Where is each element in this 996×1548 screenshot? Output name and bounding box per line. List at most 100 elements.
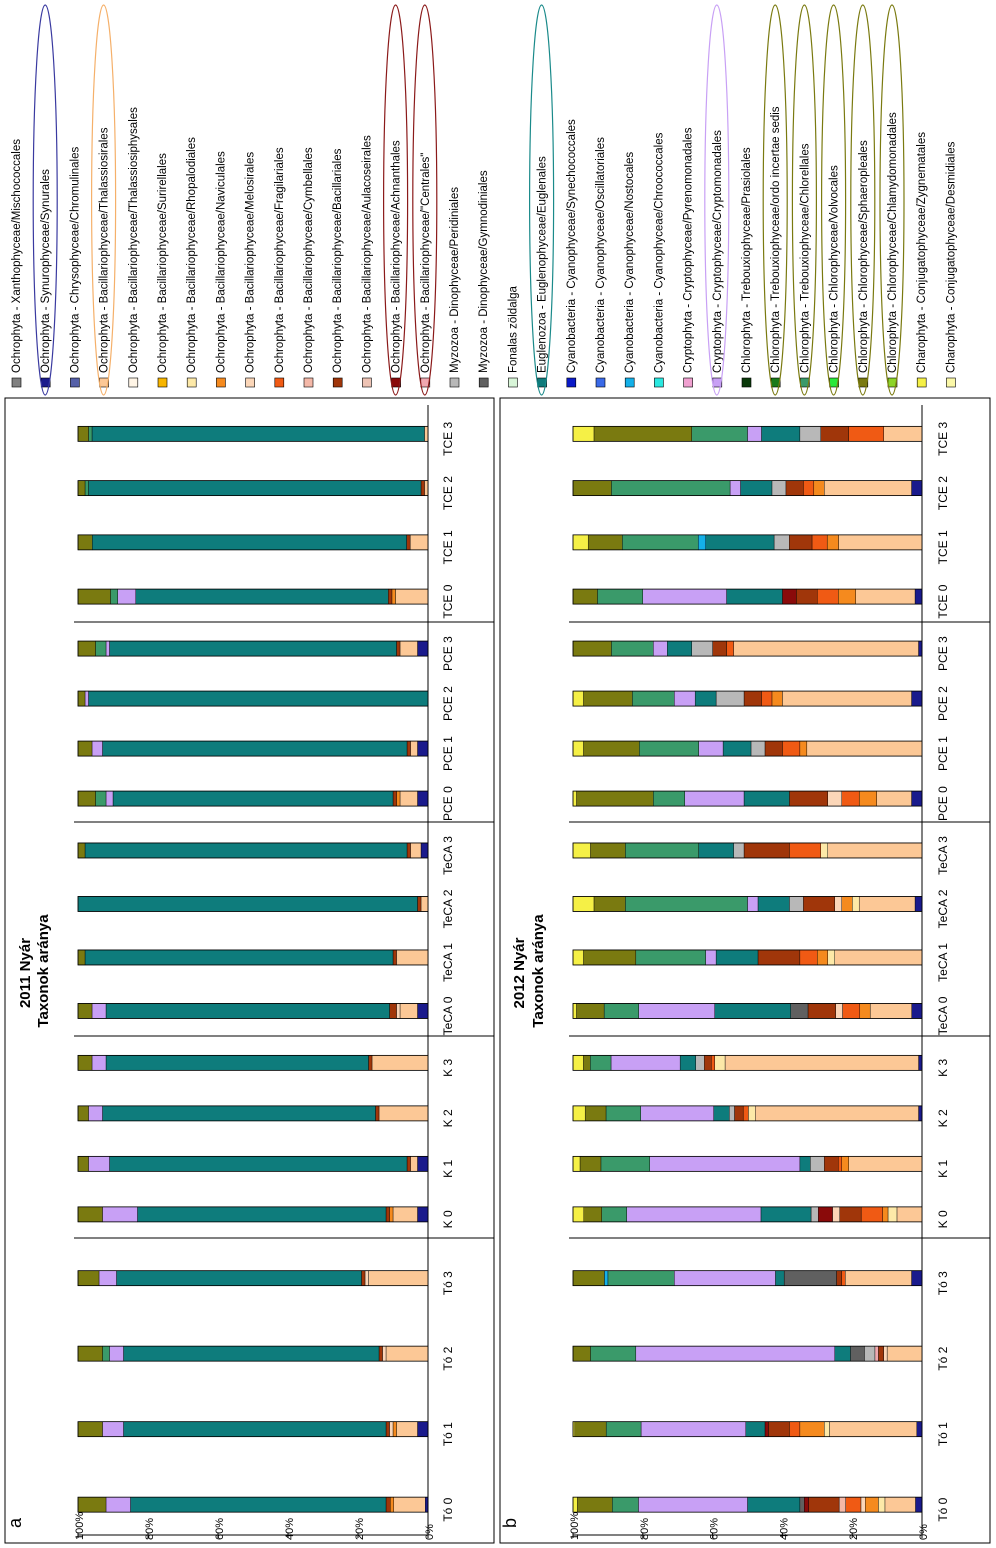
bar-segment-cryptomonadales — [105, 790, 114, 807]
bar-outline — [77, 949, 429, 966]
legend-label: Cryptophyta - Cryptophyceae/Pyrenomonada… — [683, 127, 695, 373]
bar-segment-euglenales — [102, 740, 408, 757]
bar-segment-synurales — [417, 740, 429, 757]
bar-segment-bacillariales — [406, 740, 411, 757]
panel-label: b — [500, 1518, 520, 1528]
legend-label: Ochrophyta - Chrysophyceae/Chromulinales — [69, 146, 81, 373]
bar-segment-thalassiosirales — [378, 1105, 429, 1122]
bar-segment-melosirales — [883, 1345, 888, 1362]
legend-item: Charophyta - Conjugatophyceae/Zygnematal… — [916, 132, 928, 388]
bar-segment-sphaeropleales — [77, 640, 96, 657]
bar-segment-euglenales — [84, 842, 408, 859]
legend-swatch — [274, 377, 285, 388]
x-tick-label: K 1 — [936, 1160, 950, 1178]
legend-label: Chlorophyta - Chlorophyceae/Volvocales — [829, 165, 841, 373]
x-tick-label: K 0 — [936, 1210, 950, 1228]
y-tick-label: 20% — [354, 1518, 366, 1540]
bar-segment-zygnematales — [572, 1156, 581, 1172]
bar-segment-chlorellales — [601, 1206, 627, 1223]
bar-segment-bacillariales — [808, 1496, 840, 1513]
bar-segment-sphaeropleales — [77, 480, 86, 496]
bar-segment-chlorellales — [625, 842, 699, 859]
bar-segment-fragilariales — [838, 1156, 842, 1172]
bar-outline — [572, 1345, 923, 1362]
bar-outline — [77, 1270, 429, 1287]
bar-segment-thalassiosirales — [395, 588, 429, 605]
bar-segment-thalassiosirales — [848, 1156, 923, 1172]
bar-segment-sphaeropleales — [77, 426, 89, 442]
bar-segment-euglenales — [123, 1421, 387, 1437]
bar-outline — [572, 534, 923, 551]
bar-segment-cryptomonadales — [626, 1206, 762, 1223]
bar-segment-synurales — [417, 790, 429, 807]
bar-segment-bacillariales — [839, 1206, 862, 1223]
bar-segment-thalassiosirales — [420, 896, 429, 912]
bar-segment-zygnematales — [572, 949, 584, 966]
legend-highlight-ellipse — [90, 4, 117, 396]
bar-TCE-0 — [572, 588, 923, 605]
bar-K-3 — [77, 1054, 429, 1071]
bar-segment-bacillariales — [392, 949, 397, 966]
y-axis-title: Taxonok aránya — [35, 914, 52, 1028]
bar-segment-naviculales — [817, 949, 828, 966]
bar-segment-cryptomonadales — [653, 640, 668, 657]
bar-segment-bacillariales — [803, 896, 835, 912]
bar-segment-peridiniales — [733, 842, 745, 859]
bar-TCE-3 — [572, 425, 923, 442]
bar-segment-bacillariales — [785, 480, 804, 496]
bar-segment-euglenales — [743, 790, 790, 807]
bar-segment-thalassiosirales — [385, 1345, 429, 1362]
bar-segment-synurales — [911, 690, 923, 707]
bar-segment-thalassiosirales — [838, 534, 923, 551]
bar-outline — [77, 1105, 429, 1122]
y-tick-label: 20% — [848, 1518, 860, 1540]
bar-segment-zygnematales — [572, 1055, 584, 1071]
bar-segment-cryptomonadales — [729, 480, 741, 496]
bar-segment-cryptomonadales — [117, 588, 136, 605]
bar-segment-chlorellales — [653, 790, 685, 807]
legend-swatch — [128, 377, 139, 388]
bar-outline — [77, 480, 429, 497]
legend-highlight-ellipse — [32, 4, 58, 396]
legend-swatch — [654, 377, 664, 388]
bar-segment-euglenales — [88, 480, 422, 496]
x-tick-label: TCE 3 — [936, 422, 950, 456]
bar-segment-sphaeropleales — [77, 1055, 93, 1071]
bar-outline — [572, 1003, 923, 1019]
bar-segment-fragilariales — [789, 1421, 801, 1437]
legend-item: Cryptophyta - Cryptophyceae/Cryptomonada… — [704, 4, 730, 396]
bar-TCE-1 — [572, 534, 923, 551]
bar-segment-sphaeropleales — [576, 1003, 605, 1019]
bar-segment-sphaeropleales — [584, 1105, 607, 1122]
bar-segment-fragilariales — [803, 480, 815, 496]
legend-item: Ochrophyta - Bacillariophyceae/Rhopalodi… — [186, 137, 198, 388]
bar-segment-naviculales — [813, 480, 825, 496]
legend-label: Myzozoa - Dinophyceae/Peridiniales — [449, 187, 461, 373]
bar-segment-sphaeropleales — [77, 1345, 103, 1362]
bar-segment-fragilariales — [842, 1003, 861, 1019]
legend-label: Chlorophyta - Trebouxiophyceae/Chlorella… — [799, 143, 811, 373]
x-tick-label: TeCA 1 — [441, 943, 455, 982]
bar-outline — [572, 690, 923, 707]
y-tick-label: 80% — [144, 1518, 156, 1540]
legend-item: Cyanobacteria - Cyanophyceae/Chroococcal… — [653, 132, 665, 388]
bar-outline — [77, 640, 429, 657]
bar-segment-fragilariales — [841, 1270, 846, 1286]
bar-outline — [77, 1206, 429, 1223]
bar-segment-sphaeropleales — [574, 1421, 607, 1437]
bar-segment-euglenales — [88, 690, 429, 707]
bar-segment-cryptomonadales — [98, 1270, 117, 1286]
bar-outline — [77, 896, 429, 912]
bar-segment-peridiniales — [750, 740, 766, 757]
legend-item: Myzozoa - Dinophyceae/Peridiniales — [449, 187, 461, 388]
bar-segment-sphaeropleales — [583, 740, 640, 757]
y-axis-title: Taxonok aránya — [530, 914, 547, 1028]
bar-segment-sphaeropleales — [572, 480, 612, 496]
bar-segment-gymnodiniales — [850, 1345, 865, 1362]
legend-swatch — [741, 377, 752, 388]
bar-segment-naviculales — [838, 588, 856, 605]
bar-segment-zygnematales — [572, 426, 595, 442]
bar-segment-naviculales — [392, 1421, 397, 1437]
bar-segment-bacillariales — [789, 534, 813, 551]
